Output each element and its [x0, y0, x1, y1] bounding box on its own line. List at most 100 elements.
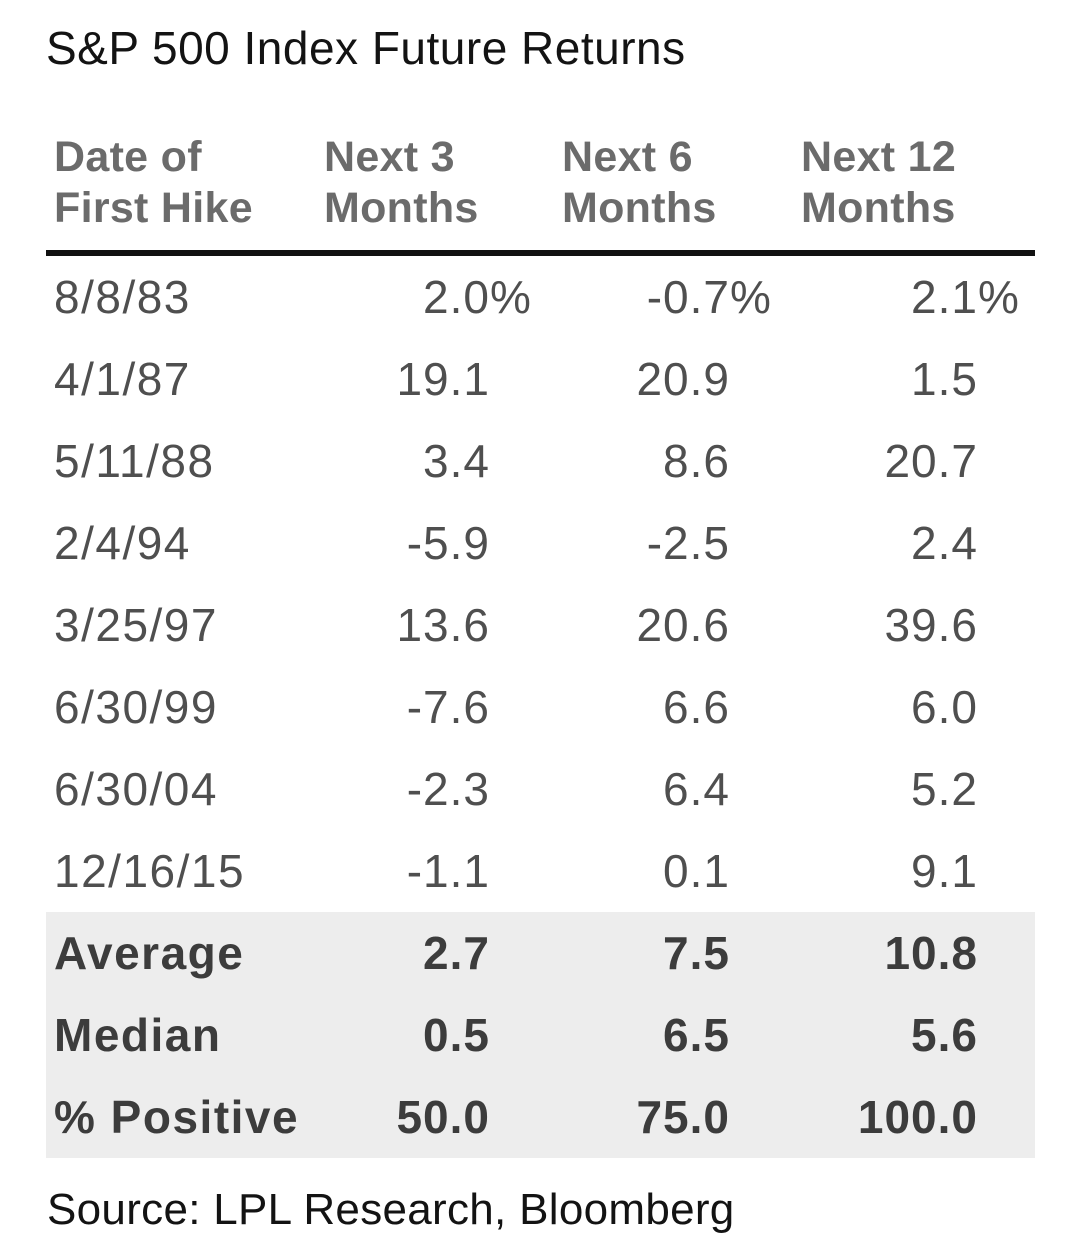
percent-suffix: %	[978, 271, 1020, 323]
value-cell: 20.9	[562, 338, 801, 420]
value: -1.1	[406, 845, 490, 897]
value-cell: 7.5	[562, 912, 801, 994]
value: 6.0	[911, 681, 978, 733]
value: -5.9	[406, 517, 490, 569]
value-cell: 5.2	[801, 748, 1035, 830]
value: 6.4	[663, 763, 730, 815]
value: 50.0	[396, 1091, 490, 1143]
header-next-3-months: Next 3 Months	[324, 132, 562, 256]
value: 39.6	[884, 599, 978, 651]
value-cell: 5.6	[801, 994, 1035, 1076]
date-cell: 12/16/15	[54, 845, 246, 897]
value: 2.0	[423, 271, 490, 323]
header-line: Next 3	[324, 133, 455, 181]
header-next-12-months: Next 12 Months	[801, 132, 1035, 256]
value-cell: 6.6	[562, 666, 801, 748]
header-line: Date of	[54, 133, 202, 181]
table-row: 2/4/94 -5.9 -2.5 2.4	[46, 502, 1035, 584]
header-next-6-months: Next 6 Months	[562, 132, 801, 256]
value: 1.5	[911, 353, 978, 405]
value-cell: 19.1	[324, 338, 562, 420]
table-row: 6/30/99 -7.6 6.6 6.0	[46, 666, 1035, 748]
value-cell: 0.1	[562, 830, 801, 912]
value: 8.6	[663, 435, 730, 487]
value-cell: 10.8	[801, 912, 1035, 994]
summary-row-average: Average 2.7 7.5 10.8	[46, 912, 1035, 994]
value: 2.1	[911, 271, 978, 323]
header-line: First Hike	[54, 184, 253, 232]
value: 19.1	[396, 353, 490, 405]
summary-label: Average	[46, 912, 324, 994]
header-line: Next 6	[562, 133, 693, 181]
value-cell: 2.1%	[801, 253, 1035, 338]
date-cell: 6/30/99	[54, 681, 218, 733]
summary-label: % Positive	[46, 1076, 324, 1158]
value: 0.1	[663, 845, 730, 897]
value: 9.1	[911, 845, 978, 897]
value-cell: 6.5	[562, 994, 801, 1076]
value-cell: 6.0	[801, 666, 1035, 748]
value: 2.7	[423, 927, 490, 979]
date-cell: 4/1/87	[54, 353, 191, 405]
header-line: Months	[801, 184, 956, 232]
summary-row-median: Median 0.5 6.5 5.6	[46, 994, 1035, 1076]
value: 75.0	[636, 1091, 730, 1143]
header-date-of-first-hike: Date of First Hike	[46, 132, 324, 256]
value-cell: -2.5	[562, 502, 801, 584]
value-cell: 0.5	[324, 994, 562, 1076]
source-note: Source: LPL Research, Bloomberg	[47, 1185, 735, 1234]
value-cell: 2.7	[324, 912, 562, 994]
value-cell: 9.1	[801, 830, 1035, 912]
table-row: 6/30/04 -2.3 6.4 5.2	[46, 748, 1035, 830]
table-row: 5/11/88 3.4 8.6 20.7	[46, 420, 1035, 502]
value-cell: -7.6	[324, 666, 562, 748]
date-cell: 8/8/83	[54, 271, 191, 323]
value: 5.6	[911, 1009, 978, 1061]
value-cell: 75.0	[562, 1076, 801, 1158]
value: 0.5	[423, 1009, 490, 1061]
value-cell: 39.6	[801, 584, 1035, 666]
value-cell: 20.7	[801, 420, 1035, 502]
table-row: 3/25/97 13.6 20.6 39.6	[46, 584, 1035, 666]
value: 100.0	[857, 1091, 978, 1143]
value: -2.5	[646, 517, 730, 569]
table-row: 8/8/83 2.0% -0.7% 2.1%	[46, 253, 1035, 338]
value-cell: 2.4	[801, 502, 1035, 584]
table-header: Date of First Hike Next 3 Months Next 6 …	[46, 132, 1035, 256]
date-cell: 6/30/04	[54, 763, 218, 815]
value: 5.2	[911, 763, 978, 815]
value: 20.7	[884, 435, 978, 487]
header-line: Months	[562, 184, 717, 232]
header-line: Next 12	[801, 133, 957, 181]
value: 10.8	[884, 927, 978, 979]
value: 20.9	[636, 353, 730, 405]
value-cell: -1.1	[324, 830, 562, 912]
date-cell: 3/25/97	[54, 599, 218, 651]
value-cell: 1.5	[801, 338, 1035, 420]
value: -7.6	[406, 681, 490, 733]
value-cell: 2.0%	[324, 253, 562, 338]
value: 7.5	[663, 927, 730, 979]
value: 6.6	[663, 681, 730, 733]
header-row: Date of First Hike Next 3 Months Next 6 …	[46, 132, 1035, 256]
value: -0.7	[646, 271, 730, 323]
value-cell: -5.9	[324, 502, 562, 584]
percent-suffix: %	[730, 271, 772, 323]
date-cell: 5/11/88	[54, 435, 215, 487]
value-cell: 100.0	[801, 1076, 1035, 1158]
summary-row-percent-positive: % Positive 50.0 75.0 100.0	[46, 1076, 1035, 1158]
value: -2.3	[406, 763, 490, 815]
date-cell: 2/4/94	[54, 517, 191, 569]
header-line: Months	[324, 184, 479, 232]
value: 2.4	[911, 517, 978, 569]
value-cell: -0.7%	[562, 253, 801, 338]
value-cell: 50.0	[324, 1076, 562, 1158]
value: 3.4	[423, 435, 490, 487]
value-cell: 3.4	[324, 420, 562, 502]
returns-table: Date of First Hike Next 3 Months Next 6 …	[46, 132, 1035, 1158]
value: 20.6	[636, 599, 730, 651]
value-cell: 13.6	[324, 584, 562, 666]
value-cell: 20.6	[562, 584, 801, 666]
value-cell: 6.4	[562, 748, 801, 830]
